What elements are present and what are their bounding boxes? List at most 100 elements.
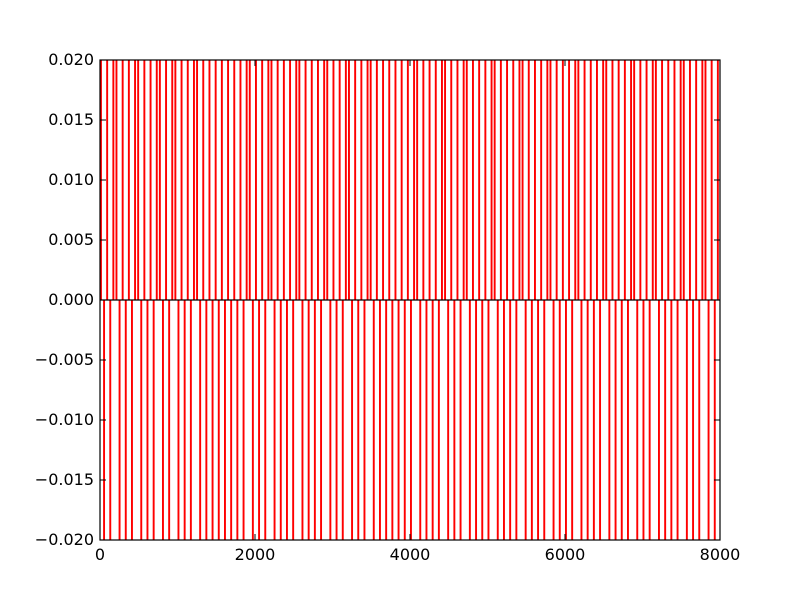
bar-100 (410, 300, 412, 540)
bar-106 (428, 60, 431, 300)
bar-74 (329, 300, 332, 540)
bar-119 (468, 300, 471, 540)
bar-62 (292, 300, 295, 540)
bar-196 (707, 300, 710, 540)
bar-160 (596, 60, 598, 300)
bar-86 (366, 60, 369, 300)
bar-98 (403, 300, 406, 540)
bar-58 (279, 300, 282, 540)
bar-138 (527, 60, 530, 300)
bar-24 (174, 60, 177, 300)
bar-66 (304, 60, 307, 300)
x-tick-label-2: 4000 (390, 545, 431, 564)
bar-59 (282, 60, 285, 300)
bar-130 (503, 300, 505, 540)
bar-22 (168, 300, 171, 540)
x-axis: 0 2000 4000 6000 8000 (95, 60, 740, 564)
bar-81 (351, 300, 354, 540)
bar-90 (379, 300, 381, 540)
bar-193 (698, 300, 701, 540)
bar-84 (360, 60, 363, 300)
bar-131 (506, 60, 509, 300)
bar-28 (186, 60, 189, 300)
bar-134 (515, 300, 518, 540)
bar-181 (661, 60, 664, 300)
bar-8 (124, 300, 127, 540)
bar-166 (614, 300, 617, 540)
bar-67 (307, 300, 310, 540)
y-tick-label-8: 0.020 (48, 50, 94, 69)
bar-36 (211, 300, 214, 540)
bar-79 (344, 60, 347, 300)
bar-184 (670, 300, 673, 540)
y-tick-label-3: −0.005 (35, 350, 94, 369)
bar-45 (239, 60, 242, 300)
bar-77 (338, 60, 341, 300)
bar-163 (605, 60, 608, 300)
bar-63 (295, 60, 298, 300)
bar-120 (472, 60, 474, 300)
bar-178 (651, 60, 654, 300)
bar-174 (639, 60, 642, 300)
bar-25 (177, 300, 180, 540)
bar-111 (444, 60, 447, 300)
bar-133 (512, 60, 515, 300)
bar-109 (437, 300, 440, 540)
bar-92 (385, 300, 388, 540)
bar-104 (422, 60, 425, 300)
bar-101 (413, 60, 416, 300)
bar-83 (357, 300, 360, 540)
bar-107 (431, 300, 434, 540)
bar-11 (134, 60, 137, 300)
bar-73 (326, 60, 329, 300)
bar-179 (654, 60, 657, 300)
bar-118 (465, 60, 468, 300)
bar-121 (475, 300, 478, 540)
bar-116 (459, 300, 462, 540)
bar-19 (158, 60, 161, 300)
bar-141 (537, 300, 540, 540)
bar-115 (456, 60, 459, 300)
bar-21 (165, 60, 168, 300)
bar-170 (627, 300, 629, 540)
bar-157 (586, 300, 589, 540)
y-axis: −0.020 −0.015 −0.010 −0.005 0.000 0.005 0.010 0… (35, 50, 720, 549)
bar-38 (217, 300, 220, 540)
bar-18 (155, 60, 158, 300)
bar-30 (193, 60, 195, 300)
bar-54 (267, 60, 270, 300)
bar-171 (630, 60, 633, 300)
bar-33 (202, 60, 205, 300)
bar-26 (180, 60, 183, 300)
bar-70 (317, 60, 319, 300)
bar-23 (171, 60, 174, 300)
bar-144 (546, 60, 549, 300)
y-tick-label-0: −0.020 (35, 530, 94, 549)
bar-125 (487, 300, 490, 540)
bars-layer (100, 60, 719, 540)
bar-43 (233, 60, 236, 300)
x-tick-label-3: 6000 (545, 545, 586, 564)
bar-47 (245, 60, 248, 300)
bar-155 (580, 300, 583, 540)
bar-190 (689, 60, 691, 300)
x-tick-label-1: 2000 (235, 545, 276, 564)
bar-145 (549, 60, 552, 300)
bar-95 (394, 60, 397, 300)
bar-37 (214, 60, 217, 300)
bar-44 (236, 300, 239, 540)
bar-46 (242, 300, 245, 540)
bar-162 (602, 60, 605, 300)
bar-156 (583, 60, 586, 300)
y-tick-label-5: 0.005 (48, 230, 94, 249)
bar-41 (227, 60, 230, 300)
bar-60 (286, 300, 288, 540)
bar-40 (224, 300, 226, 540)
y-tick-label-4: 0.000 (48, 290, 94, 309)
bar-165 (611, 60, 614, 300)
bar-89 (375, 60, 378, 300)
bar-135 (518, 60, 521, 300)
bar-169 (623, 60, 626, 300)
bar-96 (397, 300, 400, 540)
